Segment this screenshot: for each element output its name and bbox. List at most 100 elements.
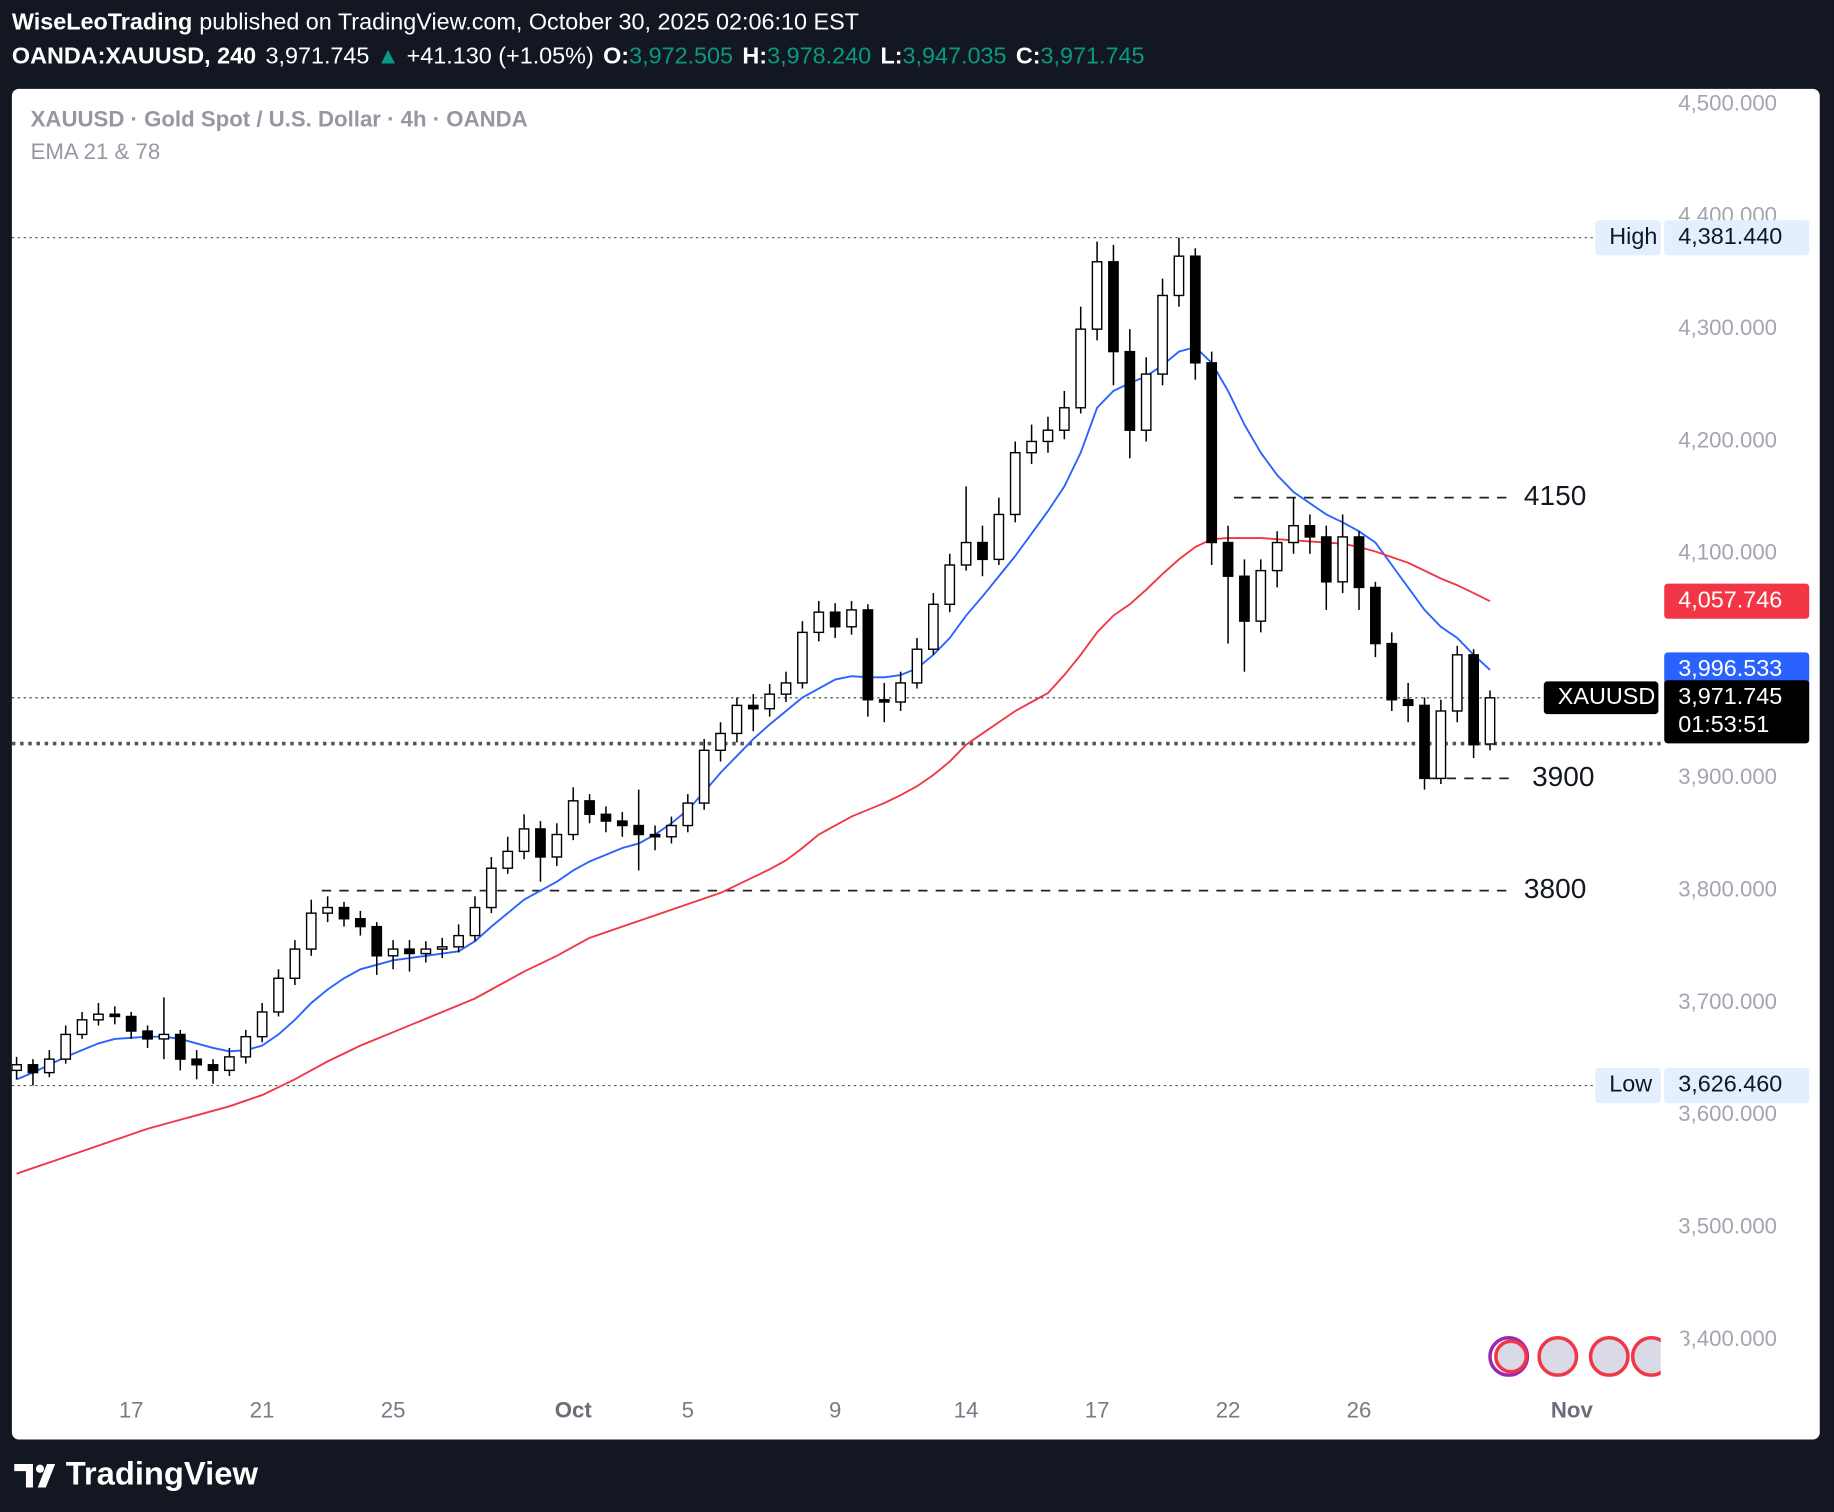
candle-body [1124,350,1136,431]
ohlc-label: L: [880,42,902,68]
candle-body [1370,586,1381,645]
change-arrow: ▲ [376,42,399,68]
candle-body [518,828,530,853]
flag-mask [1660,1333,1685,1380]
candle-body [616,820,628,827]
candle-body [1206,362,1218,544]
brand-name: TradingView [66,1454,259,1491]
x-tick-label: 9 [829,1397,841,1422]
event-flag[interactable] [1494,1339,1528,1374]
price-tag-label: XAUUSD [1558,683,1655,709]
candle-body [1288,524,1299,544]
candle-body [387,948,399,957]
price-tag-countdown: 01:53:51 [1678,711,1769,737]
candle-body [420,948,432,955]
ohlc-value: 3,972.505 [629,42,733,68]
candle-body [1451,654,1463,712]
x-tick-label: Nov [1551,1397,1594,1422]
candle-body [240,1035,252,1058]
candle-body [1140,373,1152,431]
x-tick-label: 21 [250,1397,275,1422]
candle-body [93,1013,104,1021]
candle-body [747,704,759,710]
candle-body [1108,261,1119,353]
plot-area [11,237,1661,1175]
candle-body [682,802,694,827]
candle-body [338,906,350,920]
ema-line [16,346,1491,1081]
candle-body [60,1033,72,1060]
candle-body [1058,407,1070,431]
low_tag-label: Low [1609,1071,1652,1097]
candle-body [256,1011,268,1038]
candle-body [551,833,563,858]
candle-body [600,813,612,822]
candle-body [1189,255,1201,364]
candle-body [436,946,448,950]
candle-body [780,682,792,695]
candle-body [567,800,579,836]
candle-body [289,948,301,979]
candle-body [76,1019,88,1036]
ema-tag: 4,057.746 [1678,586,1782,612]
candle-body [813,611,825,634]
candle-body [1484,697,1496,745]
candle-body [895,682,907,703]
level-label: 4150 [1524,480,1586,511]
price-tag-label-bg [1543,681,1659,715]
candle-body [354,918,366,928]
candle-body [633,824,645,836]
candle-body [453,934,464,948]
candle-body [846,609,857,628]
ohlc-label: H: [742,42,767,68]
candle-body [715,732,726,751]
candle-body [1468,654,1480,746]
candle-body [27,1064,39,1074]
chart-panel [11,88,1820,1440]
brand-logo [14,1464,56,1488]
candle-body [993,513,1005,561]
y-tick-label: 4,500.000 [1678,90,1777,115]
low_tag-value: 3,626.460 [1678,1071,1782,1097]
candle-body [911,648,923,684]
candle-body [305,912,317,950]
candle-body [584,800,595,816]
candle-body [1239,575,1250,622]
low_tag-value-bg [1664,1068,1810,1104]
candle-body [1075,328,1087,409]
candle-body [797,631,808,684]
footer: TradingView [14,1454,258,1491]
candle-body [224,1056,235,1072]
x-tick-label: 5 [682,1397,694,1422]
candle-body [207,1064,219,1072]
event-flag[interactable] [1537,1336,1579,1377]
candle-body [977,541,988,561]
candle-body [535,828,546,858]
candle-body [43,1058,55,1074]
ohlc-value: 3,971.745 [1041,42,1145,68]
high_tag-label: High [1609,223,1657,249]
candle-body [649,833,661,838]
y-tick-label: 4,300.000 [1678,315,1777,340]
candle-body [1304,524,1316,538]
level-label: 3900 [1532,761,1594,792]
candle-body [1386,642,1398,701]
candle-body [1337,536,1349,583]
event-flag[interactable] [1588,1336,1630,1377]
candle-body [698,749,710,804]
candle-body [109,1013,121,1018]
candle-body [158,1033,170,1040]
candle-body [927,603,939,650]
candle-body [1091,261,1103,330]
candle-body [1255,569,1267,622]
candle-body [1157,294,1168,375]
indicator-legend: EMA 21 & 78 [31,139,161,164]
price-tag-bg [1664,680,1810,744]
x-tick-label: Oct [555,1397,593,1422]
ema-tag: 3,996.533 [1678,655,1782,681]
low_tag-label-bg [1595,1068,1661,1104]
candle-body [1173,255,1185,297]
y-tick-label: 3,800.000 [1678,877,1777,902]
